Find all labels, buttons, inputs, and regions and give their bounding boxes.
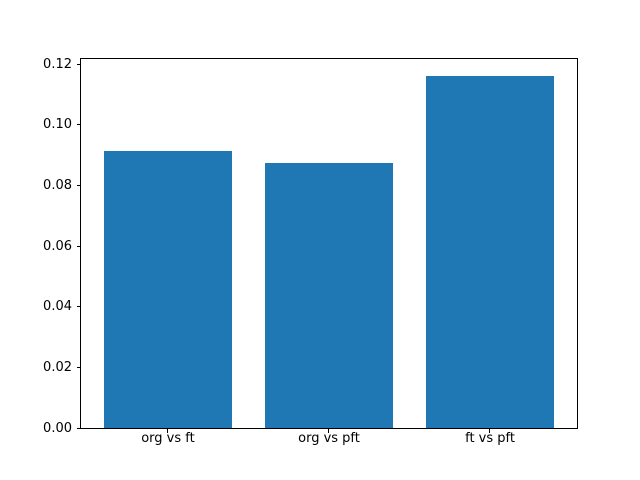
x-tick-mark (328, 428, 329, 433)
bar-org-vs-ft (103, 151, 233, 429)
y-tick-mark (76, 427, 81, 429)
bar-org-vs-pft (264, 162, 394, 429)
y-tick-mark (76, 124, 81, 126)
x-tick-label: org vs pft (298, 431, 360, 447)
plot-area (80, 57, 578, 430)
y-tick-label: 0.06 (43, 238, 72, 254)
x-tick-label: org vs ft (141, 431, 195, 447)
y-tick-mark (76, 245, 81, 247)
y-tick-mark (76, 184, 81, 186)
y-tick-mark (76, 367, 81, 368)
x-tick-mark (166, 428, 168, 433)
x-tick-mark (489, 428, 491, 433)
bar-ft-vs-pft (425, 75, 555, 429)
y-tick-mark (76, 63, 81, 65)
x-tick-label: ft vs pft (465, 431, 515, 447)
y-tick-mark (76, 306, 81, 308)
y-tick-label: 0.04 (43, 299, 72, 315)
y-tick-label: 0.12 (43, 56, 72, 72)
y-tick-label: 0.10 (43, 117, 72, 133)
y-tick-label: 0.08 (43, 177, 72, 193)
y-tick-label: 0.02 (43, 360, 72, 375)
y-tick-label: 0.00 (43, 420, 72, 436)
